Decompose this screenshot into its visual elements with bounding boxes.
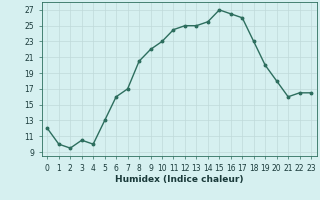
X-axis label: Humidex (Indice chaleur): Humidex (Indice chaleur) — [115, 175, 244, 184]
